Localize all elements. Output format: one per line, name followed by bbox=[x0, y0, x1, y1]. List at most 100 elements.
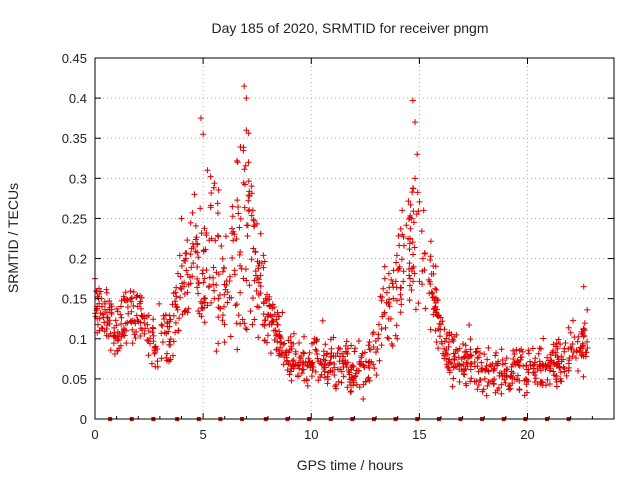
data-point bbox=[299, 358, 306, 365]
data-point bbox=[283, 358, 290, 365]
data-point bbox=[241, 320, 248, 327]
y-tick-label: 0.05 bbox=[62, 372, 87, 387]
data-point bbox=[169, 301, 176, 308]
data-point bbox=[128, 319, 135, 326]
data-point bbox=[159, 339, 166, 346]
data-point bbox=[562, 339, 569, 346]
data-point bbox=[189, 240, 196, 247]
data-point bbox=[314, 350, 321, 357]
data-point bbox=[197, 205, 204, 212]
data-point bbox=[170, 338, 177, 345]
data-point bbox=[430, 263, 437, 270]
data-point bbox=[229, 213, 236, 220]
data-point bbox=[243, 127, 250, 134]
data-point bbox=[290, 357, 297, 364]
data-point bbox=[156, 300, 163, 307]
data-point bbox=[261, 322, 268, 329]
data-point bbox=[184, 289, 191, 296]
data-point bbox=[516, 363, 523, 370]
data-point bbox=[248, 212, 255, 219]
data-point bbox=[375, 335, 382, 342]
data-point bbox=[512, 361, 519, 368]
data-point bbox=[304, 363, 311, 370]
data-point bbox=[472, 349, 479, 356]
data-point bbox=[298, 370, 305, 377]
data-point bbox=[236, 224, 243, 231]
data-point bbox=[245, 130, 252, 137]
data-point bbox=[169, 352, 176, 359]
data-point bbox=[360, 362, 367, 369]
data-point bbox=[287, 333, 294, 340]
data-point bbox=[114, 347, 121, 354]
data-point bbox=[121, 332, 128, 339]
data-point bbox=[204, 167, 211, 174]
data-point bbox=[433, 286, 440, 293]
data-point bbox=[129, 326, 136, 333]
data-point bbox=[540, 335, 547, 342]
data-point bbox=[405, 198, 412, 205]
data-point bbox=[490, 367, 497, 374]
data-point bbox=[355, 337, 362, 344]
data-point bbox=[395, 232, 402, 239]
data-point bbox=[324, 373, 331, 380]
data-point bbox=[385, 335, 392, 342]
data-point bbox=[410, 219, 417, 226]
data-point bbox=[178, 215, 185, 222]
data-point bbox=[453, 346, 460, 353]
data-point bbox=[506, 382, 513, 389]
data-point bbox=[230, 228, 237, 235]
data-point bbox=[312, 346, 319, 353]
data-point bbox=[107, 347, 114, 354]
data-point bbox=[229, 255, 236, 262]
data-point bbox=[163, 354, 170, 361]
data-point bbox=[339, 357, 346, 364]
data-point bbox=[493, 349, 500, 356]
data-point bbox=[313, 338, 320, 345]
y-tick-label: 0.4 bbox=[69, 91, 87, 106]
data-point bbox=[410, 251, 417, 258]
data-point bbox=[543, 363, 550, 370]
data-point bbox=[182, 255, 189, 262]
data-point bbox=[164, 350, 171, 357]
data-point bbox=[374, 345, 381, 352]
data-point bbox=[227, 273, 234, 280]
data-point bbox=[215, 186, 222, 193]
data-point bbox=[249, 294, 256, 301]
data-point bbox=[535, 350, 542, 357]
data-point bbox=[394, 267, 401, 274]
data-point bbox=[260, 252, 267, 259]
data-point bbox=[186, 274, 193, 281]
data-point bbox=[580, 283, 587, 290]
data-point bbox=[408, 215, 415, 222]
data-point bbox=[317, 358, 324, 365]
data-point bbox=[392, 278, 399, 285]
data-point bbox=[194, 284, 201, 291]
data-point bbox=[150, 338, 157, 345]
data-point bbox=[334, 350, 341, 357]
data-point bbox=[221, 339, 228, 346]
data-point bbox=[159, 322, 166, 329]
y-tick-label: 0 bbox=[80, 412, 87, 427]
data-point bbox=[206, 274, 213, 281]
data-point bbox=[118, 314, 125, 321]
data-point bbox=[399, 207, 406, 214]
data-point bbox=[289, 358, 296, 365]
data-point bbox=[272, 332, 279, 339]
data-point bbox=[143, 313, 150, 320]
data-point bbox=[532, 355, 539, 362]
data-point bbox=[182, 258, 189, 265]
data-point bbox=[242, 325, 249, 332]
data-point bbox=[381, 263, 388, 270]
data-point bbox=[335, 378, 342, 385]
data-point bbox=[556, 358, 563, 365]
data-point bbox=[462, 349, 469, 356]
data-point bbox=[418, 228, 425, 235]
data-point bbox=[539, 379, 546, 386]
data-point bbox=[560, 364, 567, 371]
data-point bbox=[288, 345, 295, 352]
data-point bbox=[241, 166, 248, 173]
data-point bbox=[503, 355, 510, 362]
data-point bbox=[175, 327, 182, 334]
data-point bbox=[383, 299, 390, 306]
data-point bbox=[584, 306, 591, 313]
